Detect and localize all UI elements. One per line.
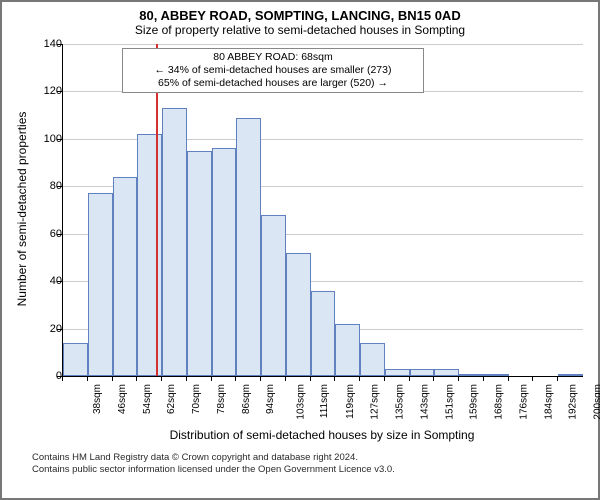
histogram-bar (137, 134, 162, 376)
histogram-bar (63, 343, 88, 376)
x-tick-mark (334, 376, 335, 381)
x-tick-mark (557, 376, 558, 381)
y-tick-mark (57, 234, 62, 235)
annotation-box: 80 ABBEY ROAD: 68sqm ← 34% of semi-detac… (122, 48, 424, 93)
x-tick-label: 103sqm (296, 384, 307, 420)
x-axis: 38sqm 46sqm 54sqm 62sqm 70sqm 78sqm 86sqm 94sqm… (62, 376, 582, 436)
y-tick-mark (57, 44, 62, 45)
x-tick-label: 127sqm (370, 384, 381, 420)
histogram-bar (261, 215, 286, 376)
x-tick-mark (508, 376, 509, 381)
x-tick-mark (211, 376, 212, 381)
y-tick-label: 0 (12, 370, 62, 382)
footer-attribution: Contains HM Land Registry data © Crown c… (32, 452, 395, 477)
x-tick-mark (161, 376, 162, 381)
x-tick-label: 151sqm (444, 384, 455, 420)
x-tick-mark (384, 376, 385, 381)
y-tick-label: 120 (12, 85, 62, 97)
chart-subtitle: Size of property relative to semi-detach… (2, 23, 598, 39)
x-tick-mark (359, 376, 360, 381)
x-tick-mark (458, 376, 459, 381)
x-tick-label: 200sqm (593, 384, 600, 420)
reference-line (156, 44, 158, 376)
x-tick-mark (235, 376, 236, 381)
x-tick-label: 86sqm (241, 384, 252, 414)
x-tick-label: 119sqm (344, 384, 355, 419)
x-tick-label: 54sqm (142, 384, 153, 414)
y-axis: 020406080100120140 (2, 44, 62, 376)
y-tick-label: 140 (12, 38, 62, 50)
x-tick-label: 111sqm (319, 384, 330, 418)
y-tick-label: 20 (12, 323, 62, 335)
histogram-bar (88, 193, 113, 376)
y-tick-mark (57, 281, 62, 282)
annotation-line-3: 65% of semi-detached houses are larger (… (127, 77, 419, 90)
histogram-bar (162, 108, 187, 376)
annotation-line-2: ← 34% of semi-detached houses are smalle… (127, 64, 419, 77)
x-tick-mark (87, 376, 88, 381)
y-tick-mark (57, 91, 62, 92)
x-tick-label: 94sqm (265, 384, 276, 414)
x-axis-label: Distribution of semi-detached houses by … (62, 428, 582, 442)
x-tick-mark (532, 376, 533, 381)
x-tick-label: 184sqm (543, 384, 554, 420)
x-tick-label: 159sqm (469, 384, 480, 420)
x-tick-label: 78sqm (216, 384, 227, 414)
x-tick-label: 62sqm (166, 384, 177, 414)
annotation-line-1: 80 ABBEY ROAD: 68sqm (127, 51, 419, 64)
x-tick-mark (409, 376, 410, 381)
x-tick-label: 38sqm (92, 384, 103, 414)
histogram-bar (335, 324, 360, 376)
histogram-bar (113, 177, 138, 376)
gridline (63, 44, 583, 45)
x-tick-mark (186, 376, 187, 381)
chart-container: { "title": "80, ABBEY ROAD, SOMPTING, LA… (0, 0, 600, 500)
histogram-bar (385, 369, 410, 376)
histogram-bar (360, 343, 385, 376)
x-tick-mark (433, 376, 434, 381)
footer-line-2: Contains public sector information licen… (32, 464, 395, 476)
histogram-bar (410, 369, 435, 376)
x-tick-label: 70sqm (191, 384, 202, 414)
x-tick-mark (483, 376, 484, 381)
histogram-bar (286, 253, 311, 376)
x-tick-label: 143sqm (419, 384, 430, 420)
x-tick-mark (260, 376, 261, 381)
y-tick-mark (57, 139, 62, 140)
footer-line-1: Contains HM Land Registry data © Crown c… (32, 452, 395, 464)
x-tick-label: 192sqm (568, 384, 579, 420)
histogram-bar (212, 148, 237, 376)
histogram-bar (236, 118, 261, 376)
x-tick-label: 176sqm (519, 384, 530, 420)
chart-title: 80, ABBEY ROAD, SOMPTING, LANCING, BN15 … (2, 2, 598, 23)
y-axis-label: Number of semi-detached properties (15, 109, 29, 309)
x-tick-label: 46sqm (117, 384, 128, 414)
x-tick-label: 135sqm (395, 384, 406, 420)
histogram-bar (434, 369, 459, 376)
histogram-bar (311, 291, 336, 376)
y-tick-mark (57, 329, 62, 330)
plot-area (62, 44, 583, 377)
x-tick-mark (136, 376, 137, 381)
x-tick-mark (310, 376, 311, 381)
x-tick-mark (62, 376, 63, 381)
x-tick-mark (112, 376, 113, 381)
histogram-bar (187, 151, 212, 376)
x-tick-label: 168sqm (494, 384, 505, 420)
x-tick-mark (285, 376, 286, 381)
y-tick-mark (57, 186, 62, 187)
